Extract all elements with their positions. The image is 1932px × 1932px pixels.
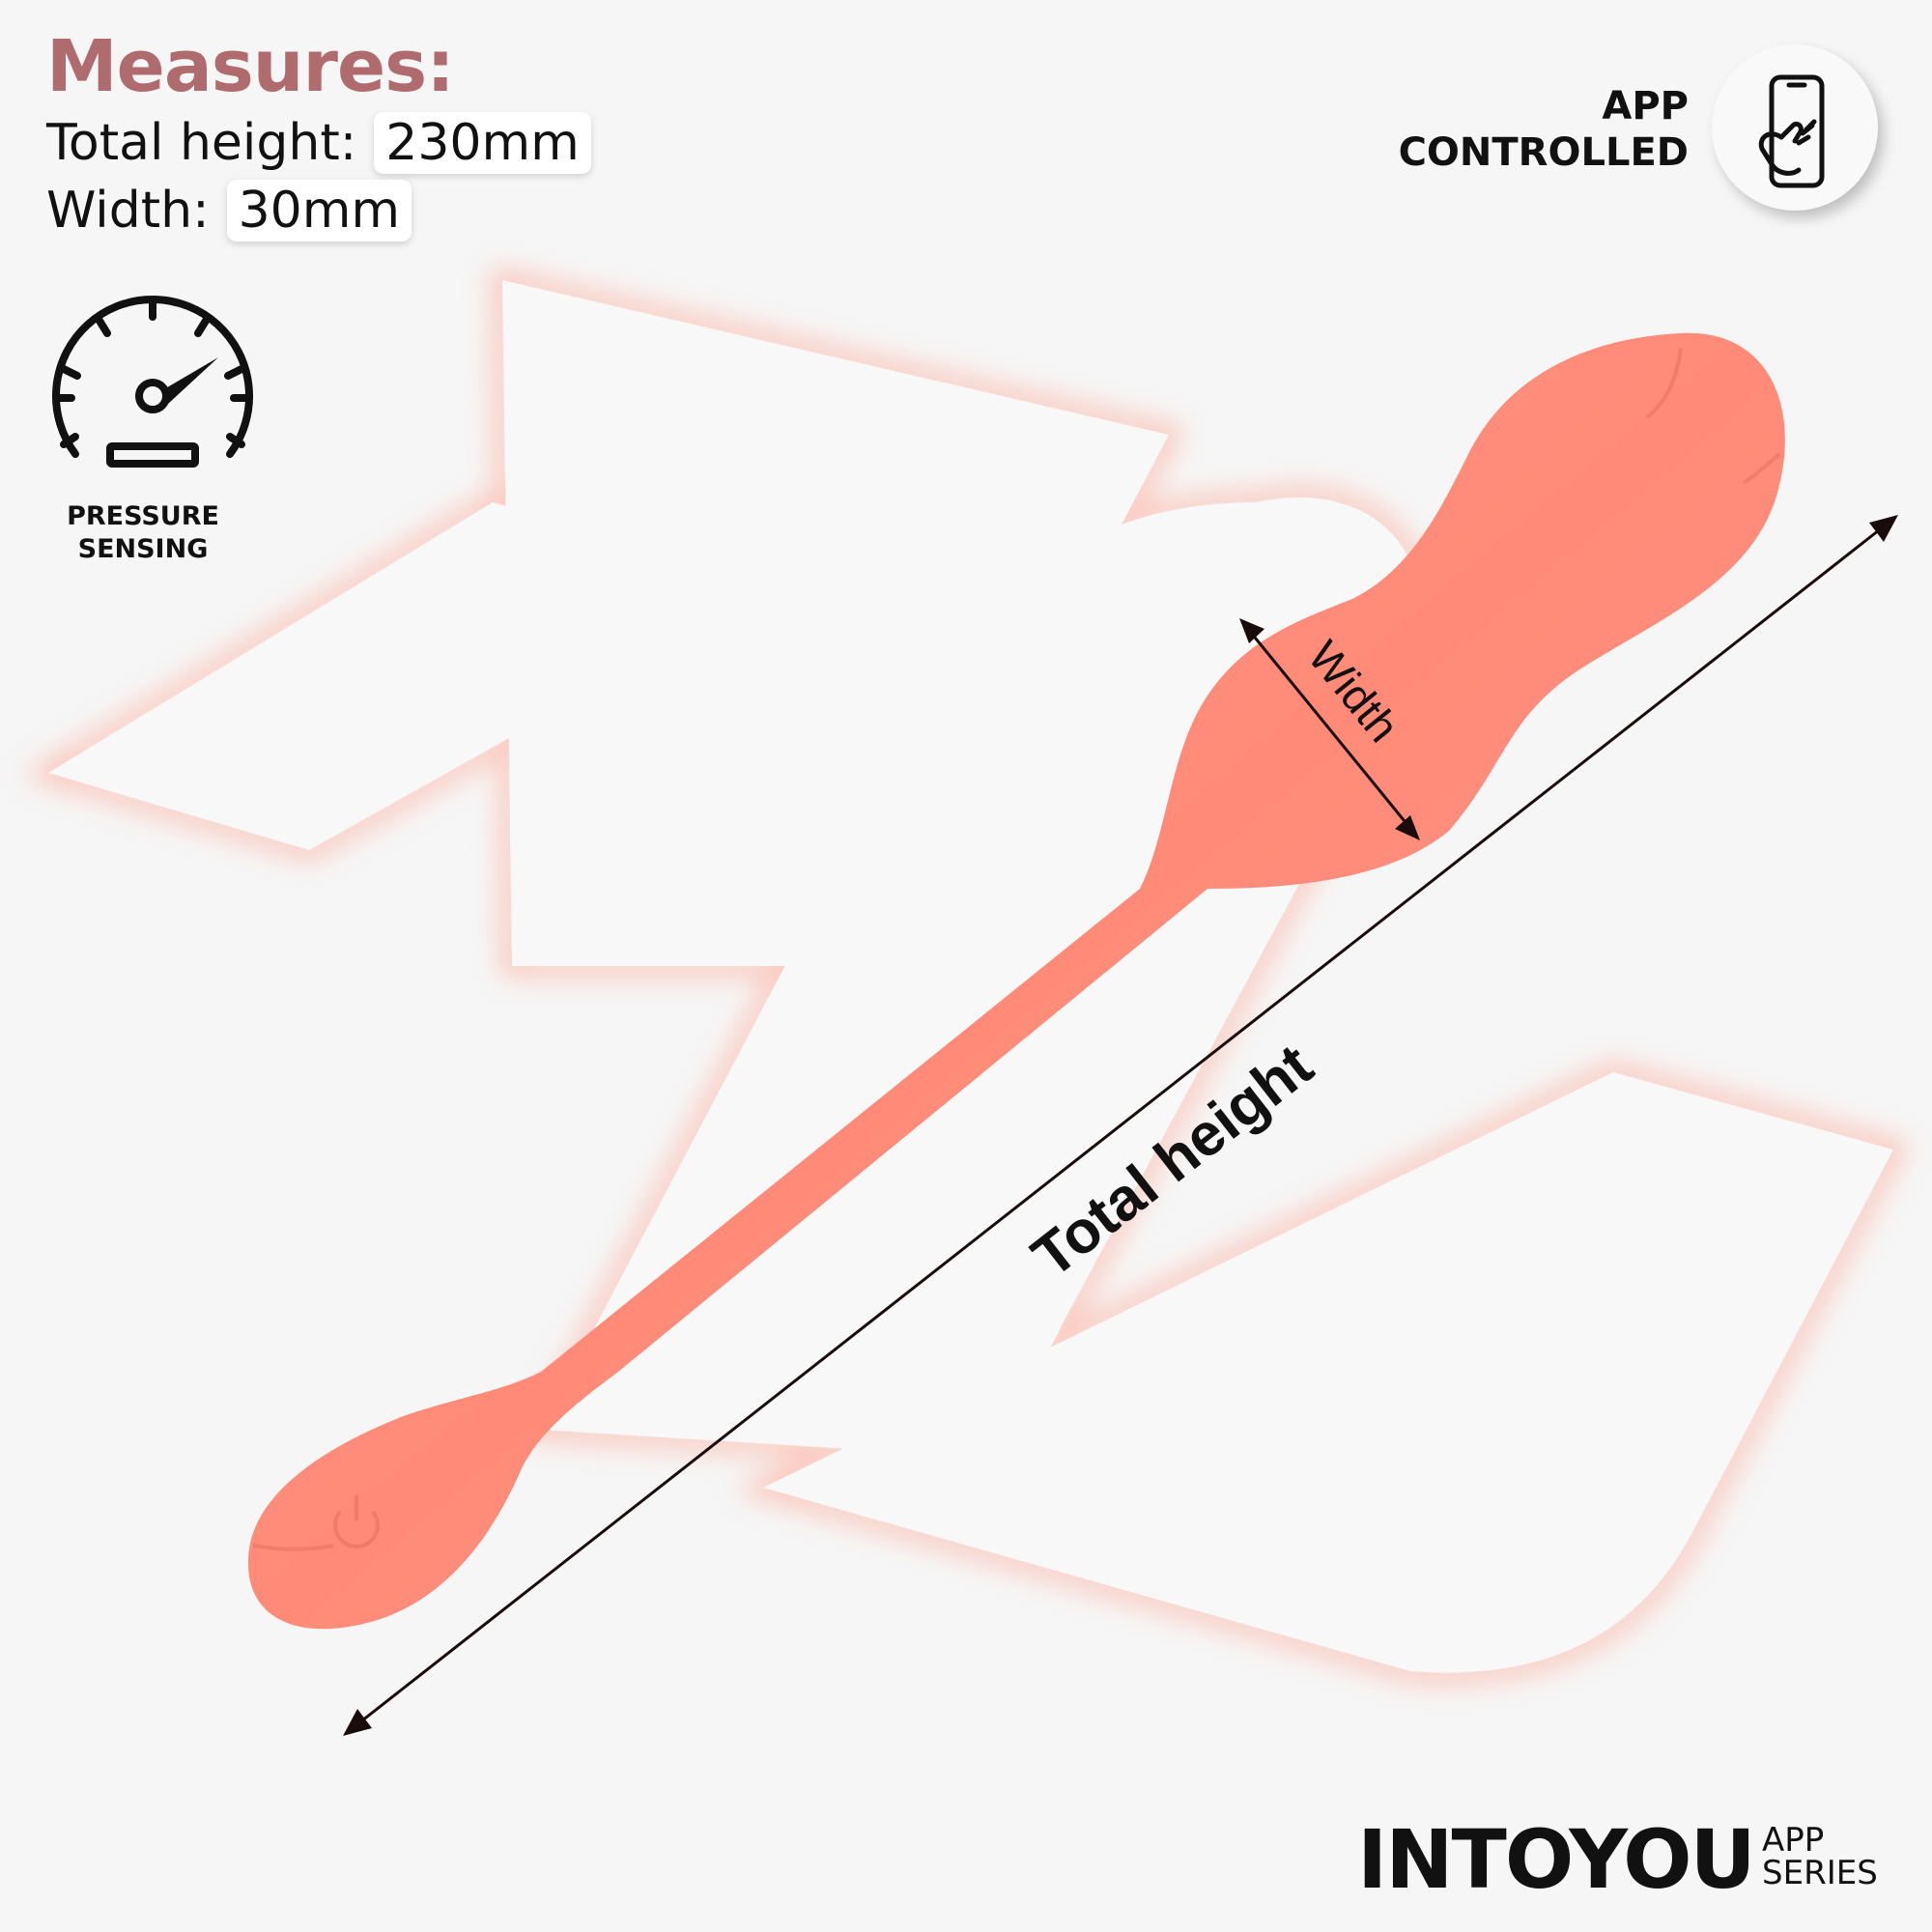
app-controlled-label: APP CONTROLLED: [1399, 83, 1689, 176]
power-icon: [333, 1495, 380, 1548]
width-value: 30mm: [226, 180, 412, 242]
app-label-line1: APP: [1602, 84, 1689, 128]
series-line1: APP: [1762, 1821, 1825, 1860]
height-dimension-arrow: [343, 515, 1898, 1736]
width-label: Width:: [46, 182, 210, 240]
brand-logo: INTOYOU: [1357, 1812, 1756, 1907]
series-line2: SERIES: [1762, 1854, 1878, 1892]
width-row: Width: 30mm: [46, 180, 412, 242]
brand-series-label: APP SERIES: [1762, 1824, 1878, 1889]
app-label-line2: CONTROLLED: [1398, 130, 1689, 175]
pressure-label-line2: SENSING: [77, 534, 209, 564]
width-dimension-arrow: [1239, 618, 1420, 840]
app-controlled-badge: [1712, 44, 1878, 211]
measures-title: Measures:: [46, 25, 455, 108]
total-height-value: 230mm: [374, 112, 591, 174]
pressure-label-line1: PRESSURE: [67, 501, 219, 531]
total-height-row: Total height: 230mm: [46, 112, 591, 174]
product-body: [247, 332, 1785, 1630]
gauge-icon: [52, 296, 253, 468]
total-height-label: Total height:: [46, 114, 357, 172]
phone-touch-icon: [1758, 74, 1825, 188]
pressure-sensing-label: PRESSURE SENSING: [46, 500, 240, 566]
